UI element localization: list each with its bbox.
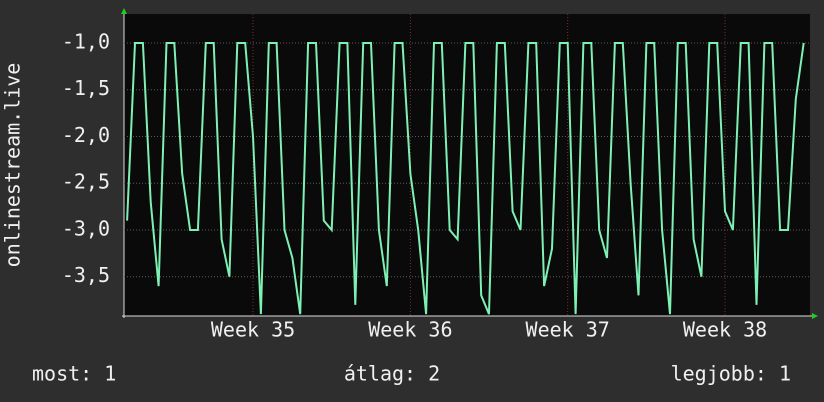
y-tick-label: -2,0 — [62, 123, 110, 147]
x-tick-label: Week 37 — [526, 318, 610, 342]
x-arrow — [812, 313, 818, 319]
y-tick-label: -3,0 — [62, 216, 110, 240]
y-tick-label: -1,5 — [62, 76, 110, 100]
series-line — [126, 42, 805, 315]
y-tick-label: -3,5 — [62, 263, 110, 287]
y-arrow — [121, 8, 127, 14]
plot-area — [124, 14, 810, 316]
y-tick-label: -1,0 — [62, 29, 110, 53]
x-tick-label: Week 38 — [683, 318, 767, 342]
footer-now: most: 1 — [32, 362, 116, 386]
footer-avg: átlag: 2 — [344, 362, 440, 386]
y-tick-label: -2,5 — [62, 170, 110, 194]
y-axis-label: onlinestream.live — [1, 63, 25, 268]
x-tick-label: Week 35 — [211, 318, 295, 342]
x-tick-label: Week 36 — [368, 318, 452, 342]
footer-max: legjobb: 1 — [671, 362, 791, 386]
